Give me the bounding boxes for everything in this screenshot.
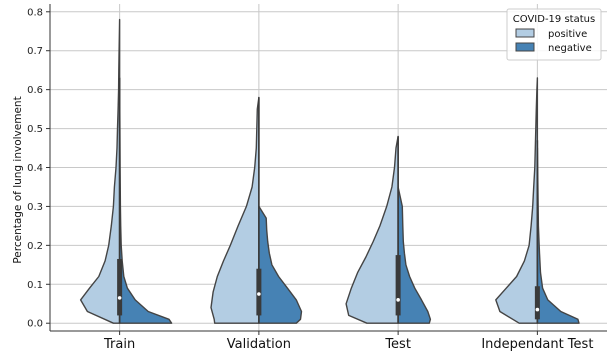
violin-half-negative-train bbox=[118, 77, 173, 324]
box-median bbox=[535, 307, 540, 312]
legend-title: COVID-19 status bbox=[513, 14, 595, 25]
legend-swatch-negative bbox=[515, 42, 535, 52]
x-tick-label: Test bbox=[384, 337, 411, 352]
violin-half-negative-test bbox=[397, 186, 432, 324]
box-median bbox=[396, 298, 400, 302]
y-tick-label: 0.3 bbox=[27, 202, 43, 213]
violin-half-negative-independant-test bbox=[536, 147, 580, 324]
box-iqr bbox=[534, 286, 540, 320]
y-tick-label: 0.4 bbox=[27, 163, 43, 174]
box-iqr bbox=[395, 255, 401, 316]
legend-entry-positive: positive bbox=[548, 29, 587, 40]
box-iqr bbox=[117, 258, 123, 316]
axis-layer: 0.0 0.1 0.2 0.3 0.4 0.5 0.6 0.7 0.8 Train Validati… bbox=[27, 4, 607, 352]
legend: COVID-19 status positive negative bbox=[506, 8, 602, 61]
box-layer bbox=[117, 77, 540, 324]
violin-half-positive-independant-test bbox=[495, 77, 539, 324]
violin-half-positive-validation bbox=[210, 96, 260, 324]
y-tick-label: 0.7 bbox=[27, 46, 43, 57]
box-median bbox=[117, 296, 122, 300]
y-tick-label: 0.1 bbox=[27, 280, 43, 291]
box-iqr bbox=[256, 268, 262, 316]
x-tick-label: Validation bbox=[227, 337, 291, 352]
violin-half-negative-validation bbox=[258, 205, 303, 324]
legend-entry-negative: negative bbox=[548, 43, 592, 54]
x-tick-label: Independant Test bbox=[481, 337, 593, 352]
y-axis-label: Percentage of lung involvement bbox=[12, 96, 24, 263]
violin-half-positive-test bbox=[345, 135, 399, 324]
y-tick-label: 0.0 bbox=[27, 319, 43, 330]
violin-half-positive-train bbox=[79, 18, 121, 324]
x-tick-label: Train bbox=[103, 337, 135, 352]
box-median bbox=[257, 292, 261, 296]
y-tick-label: 0.8 bbox=[27, 7, 43, 18]
legend-swatch-positive bbox=[515, 28, 535, 38]
y-tick-label: 0.2 bbox=[27, 241, 43, 252]
y-tick-label: 0.6 bbox=[27, 85, 43, 96]
y-tick-label: 0.5 bbox=[27, 124, 43, 135]
violin-layer bbox=[79, 18, 580, 324]
